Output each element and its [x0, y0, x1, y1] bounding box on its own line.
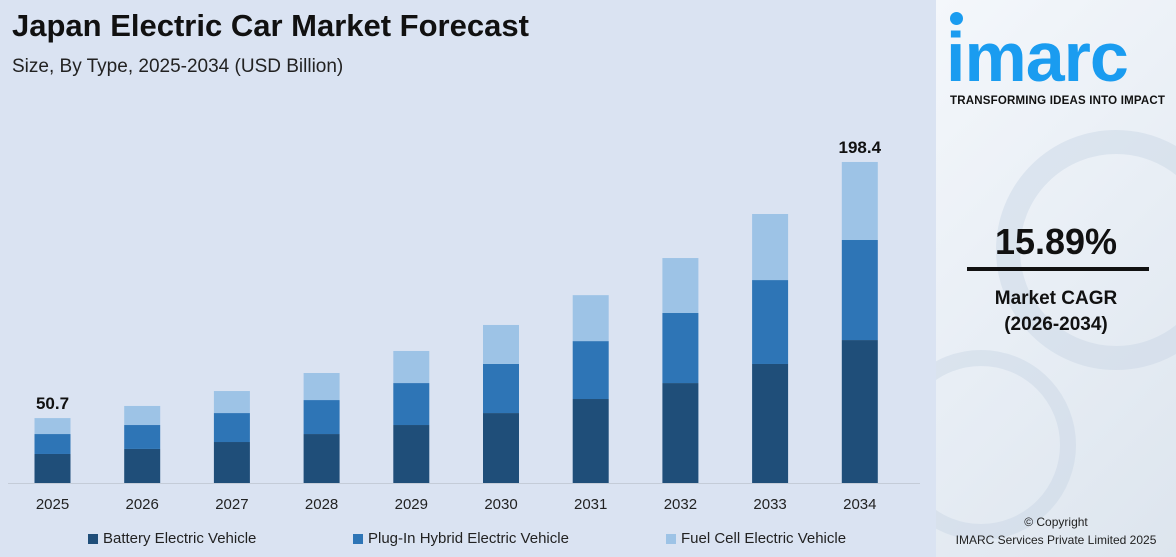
bar-segment-2029-1 [393, 383, 430, 426]
bar-segment-2028-0 [303, 434, 340, 483]
bar-segment-2032-2 [662, 258, 699, 314]
chart-title: Japan Electric Car Market Forecast [12, 8, 529, 43]
x-tick-label: 2026 [126, 496, 159, 513]
divider [967, 267, 1149, 271]
x-tick-label: 2025 [36, 496, 69, 513]
stacked-bar-chart: 2025 50.7 2026 2027 2028 2029 2030 2031 2032 2033… [8, 138, 920, 513]
company-name: IMARC Services Private Limited 2025 [955, 533, 1157, 547]
bar-segment-2030-0 [483, 413, 519, 483]
imarc-logo: imarc [946, 18, 1129, 96]
bar-segment-2029-0 [393, 425, 430, 483]
bar-segment-2032-1 [662, 313, 699, 384]
bar-segment-2026-1 [124, 425, 161, 449]
bar-segment-2031-0 [572, 399, 609, 483]
legend-label: Plug-In Hybrid Electric Vehicle [368, 530, 569, 547]
legend-label: Battery Electric Vehicle [103, 530, 257, 547]
bar-segment-2034-0 [841, 340, 878, 483]
bar-segment-2028-1 [303, 400, 340, 435]
logo-dot [950, 12, 963, 25]
logo-tagline: TRANSFORMING IDEAS INTO IMPACT [950, 95, 1166, 107]
legend-item-phev: Plug-In Hybrid Electric Vehicle [353, 530, 569, 548]
info-panel: imarc TRANSFORMING IDEAS INTO IMPACT 15.… [936, 0, 1176, 557]
bar-segment-2025-0 [34, 453, 71, 483]
bar-segment-2027-0 [213, 442, 250, 483]
bar-segment-2029-2 [393, 350, 430, 384]
bar-segment-2027-2 [213, 391, 250, 414]
legend-label: Fuel Cell Electric Vehicle [681, 530, 847, 547]
copyright-text: © Copyright [1024, 515, 1088, 529]
bar-segment-2026-2 [124, 405, 161, 426]
legend-item-bev: Battery Electric Vehicle [88, 530, 256, 548]
bar-segment-2025-2 [34, 418, 71, 435]
bar-segment-2033-2 [752, 213, 789, 281]
x-tick-label: 2034 [843, 496, 876, 513]
x-tick-label: 2033 [753, 496, 786, 513]
bar-segment-2027-1 [213, 413, 250, 443]
cagr-period: (2026-2034) [1004, 314, 1108, 335]
chart-panel: Japan Electric Car Market Forecast Size,… [8, 8, 920, 548]
x-tick-label: 2029 [395, 496, 428, 513]
x-tick-label: 2030 [484, 496, 517, 513]
bar-segment-2034-1 [841, 240, 878, 341]
bar-segment-2026-0 [124, 448, 161, 483]
bar-segment-2028-2 [303, 373, 340, 401]
legend-swatch [88, 534, 98, 544]
bar-segment-2031-1 [572, 341, 609, 400]
x-tick-label: 2032 [664, 496, 697, 513]
cagr-label-text: Market CAGR [994, 288, 1118, 309]
data-label: 50.7 [36, 394, 69, 413]
bar-segment-2030-1 [483, 363, 519, 414]
bar-segment-2025-1 [34, 434, 71, 454]
cagr-value: 15.89% [994, 221, 1118, 262]
legend-swatch [666, 534, 676, 544]
data-label: 198.4 [839, 138, 882, 157]
copyright: © Copyright IMARC Services Private Limit… [936, 513, 1176, 549]
bar-segment-2031-2 [572, 295, 609, 342]
legend-swatch [353, 534, 363, 544]
bar-segment-2033-0 [752, 363, 789, 483]
x-tick-label: 2031 [574, 496, 607, 513]
bar-segment-2032-0 [662, 383, 699, 483]
x-tick-label: 2027 [215, 496, 248, 513]
bar-segment-2034-2 [841, 161, 878, 241]
bar-segment-2033-1 [752, 280, 789, 364]
legend-item-fcev: Fuel Cell Electric Vehicle [666, 530, 846, 548]
bar-segment-2030-2 [483, 324, 519, 364]
cagr-label: Market CAGR (2026-2034) [936, 286, 1176, 338]
x-tick-label: 2028 [305, 496, 338, 513]
background-decoration [936, 350, 1076, 540]
chart-subtitle: Size, By Type, 2025-2034 (USD Billion) [12, 56, 344, 77]
